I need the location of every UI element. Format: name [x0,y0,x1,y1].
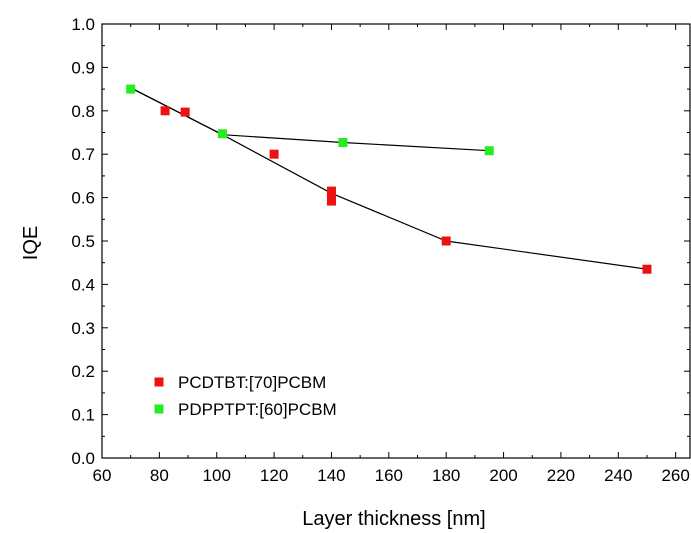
data-point-series-1 [326,196,336,206]
data-point-series-2 [484,146,494,156]
plot-frame [101,23,691,459]
fit-line-series-1 [130,87,648,270]
data-point-series-1 [180,107,190,117]
data-point-series-2 [126,84,136,94]
legend-marker-series-1 [154,377,164,387]
y-tick-label: 0.6 [71,189,95,208]
data-point-series-1 [441,236,451,246]
y-tick-label: 1.0 [71,15,95,34]
x-tick-label: 100 [203,466,231,485]
x-tick-label: 260 [661,466,689,485]
data-point-series-1 [160,106,170,116]
y-tick-label: 0.9 [71,58,95,77]
y-tick-label: 0.1 [71,406,95,425]
data-point-series-1 [269,149,279,159]
x-tick-label: 220 [547,466,575,485]
y-tick-label: 0.3 [71,319,95,338]
y-tick-label: 0.2 [71,362,95,381]
data-point-series-1 [642,264,652,274]
fit-line-series-2 [130,87,490,152]
x-tick-label: 160 [375,466,403,485]
x-tick-label: 200 [489,466,517,485]
y-tick-label: 0.5 [71,232,95,251]
data-point-series-2 [338,137,348,147]
x-tick-label: 140 [317,466,345,485]
y-tick-label: 0.0 [71,449,95,468]
plot-area: 60 80 100 120 140 160 180 200 220 240 260 0.0 0.1 0.2… [71,15,691,485]
legend-label-series-2: PDPPTPT:[60]PCBM [178,400,337,419]
x-tick-label: 240 [604,466,632,485]
x-tick-label: 60 [93,466,112,485]
y-tick-label: 0.8 [71,102,95,121]
data-point-series-1 [326,186,336,196]
y-tick-label: 0.7 [71,145,95,164]
y-axis-title: IQE [20,226,42,260]
x-tick-label: 80 [150,466,169,485]
x-axis-title: Layer thickness [nm] [302,508,485,530]
x-tick-label: 120 [260,466,288,485]
data-point-series-1 [326,191,336,201]
x-tick-label: 180 [432,466,460,485]
legend-label-series-1: PCDTBT:[70]PCBM [178,373,326,392]
legend-marker-series-2 [154,404,164,414]
y-tick-label: 0.4 [71,275,95,294]
data-point-series-2 [217,129,227,139]
